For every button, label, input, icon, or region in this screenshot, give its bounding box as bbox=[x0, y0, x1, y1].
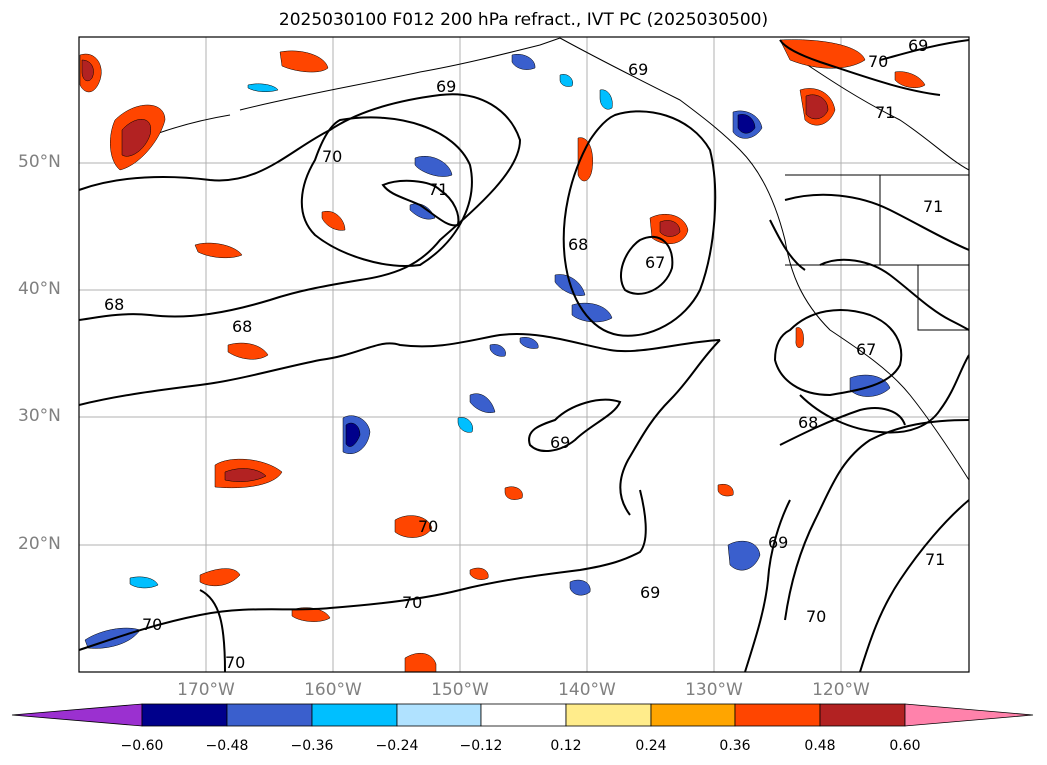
gridlines bbox=[79, 37, 969, 672]
colorbar-tick-label: −0.12 bbox=[459, 738, 503, 754]
contour-label: 69 bbox=[768, 533, 788, 552]
colorbar-tick-label: 0.60 bbox=[889, 738, 921, 754]
lat-label: 20°N bbox=[18, 534, 61, 554]
contour-label: 71 bbox=[875, 103, 895, 122]
contour-label: 70 bbox=[418, 517, 438, 536]
colorbar-bin bbox=[396, 703, 482, 727]
colorbar-arrow-left bbox=[11, 703, 143, 727]
contour-label: 71 bbox=[925, 550, 945, 569]
lon-label: 140°W bbox=[558, 680, 616, 700]
contour-label: 71 bbox=[428, 180, 448, 199]
contour-label: 70 bbox=[806, 607, 826, 626]
refractivity-contours bbox=[79, 39, 969, 672]
map-title: 2025030100 F012 200 hPa refract., IVT PC… bbox=[278, 10, 769, 30]
lon-label: 160°W bbox=[304, 680, 362, 700]
contour-label: 70 bbox=[142, 615, 162, 634]
colorbar-tick-label: 0.12 bbox=[550, 738, 582, 754]
contour-label: 68 bbox=[798, 413, 818, 432]
contour-label-group: 69 70 71 70 69 68 67 68 68 67 68 69 70 6… bbox=[104, 36, 945, 672]
contour-label: 67 bbox=[856, 340, 876, 359]
lon-label: 170°W bbox=[177, 680, 235, 700]
contour-label: 69 bbox=[908, 36, 928, 55]
contour-label: 70 bbox=[402, 593, 422, 612]
lat-label: 30°N bbox=[18, 406, 61, 426]
contour-label: 67 bbox=[645, 253, 665, 272]
lat-label: 50°N bbox=[18, 152, 61, 172]
contour-label: 68 bbox=[232, 317, 252, 336]
contour-label: 68 bbox=[568, 235, 588, 254]
colorbar-tick-label: 0.36 bbox=[719, 738, 751, 754]
contour-label: 70 bbox=[225, 653, 245, 672]
positive-patches bbox=[79, 39, 926, 672]
contour-label: 69 bbox=[550, 433, 570, 452]
colorbar-tick-label: −0.36 bbox=[290, 738, 334, 754]
colorbar-tick-label: −0.48 bbox=[205, 738, 249, 754]
contour-label: 69 bbox=[436, 77, 456, 96]
lon-label: 150°W bbox=[431, 680, 489, 700]
contour-label: 68 bbox=[104, 295, 124, 314]
map-frame bbox=[78, 36, 970, 673]
colorbar-bin bbox=[141, 703, 228, 727]
lat-label: 40°N bbox=[18, 279, 61, 299]
colorbar-bin bbox=[734, 703, 821, 727]
contour-label: 70 bbox=[868, 52, 888, 71]
colorbar-tick-label: −0.24 bbox=[375, 738, 419, 754]
colorbar-tick-label: 0.24 bbox=[635, 738, 667, 754]
colorbar-bin bbox=[226, 703, 313, 727]
contour-label: 71 bbox=[923, 197, 943, 216]
colorbar-bin bbox=[819, 703, 906, 727]
colorbar bbox=[11, 703, 1034, 727]
colorbar-bin bbox=[565, 703, 652, 727]
colorbar-tick-label: 0.48 bbox=[804, 738, 836, 754]
colorbar-bin bbox=[311, 703, 398, 727]
colorbar-bin bbox=[480, 703, 567, 727]
contour-label: 69 bbox=[628, 60, 648, 79]
colorbar-tick-label: −0.60 bbox=[120, 738, 164, 754]
colorbar-arrow-right bbox=[904, 703, 1034, 727]
map-panel bbox=[79, 37, 969, 672]
lon-label: 120°W bbox=[812, 680, 870, 700]
contour-label: 70 bbox=[322, 147, 342, 166]
colorbar-bin bbox=[650, 703, 736, 727]
contour-label: 69 bbox=[640, 583, 660, 602]
lon-label: 130°W bbox=[685, 680, 743, 700]
